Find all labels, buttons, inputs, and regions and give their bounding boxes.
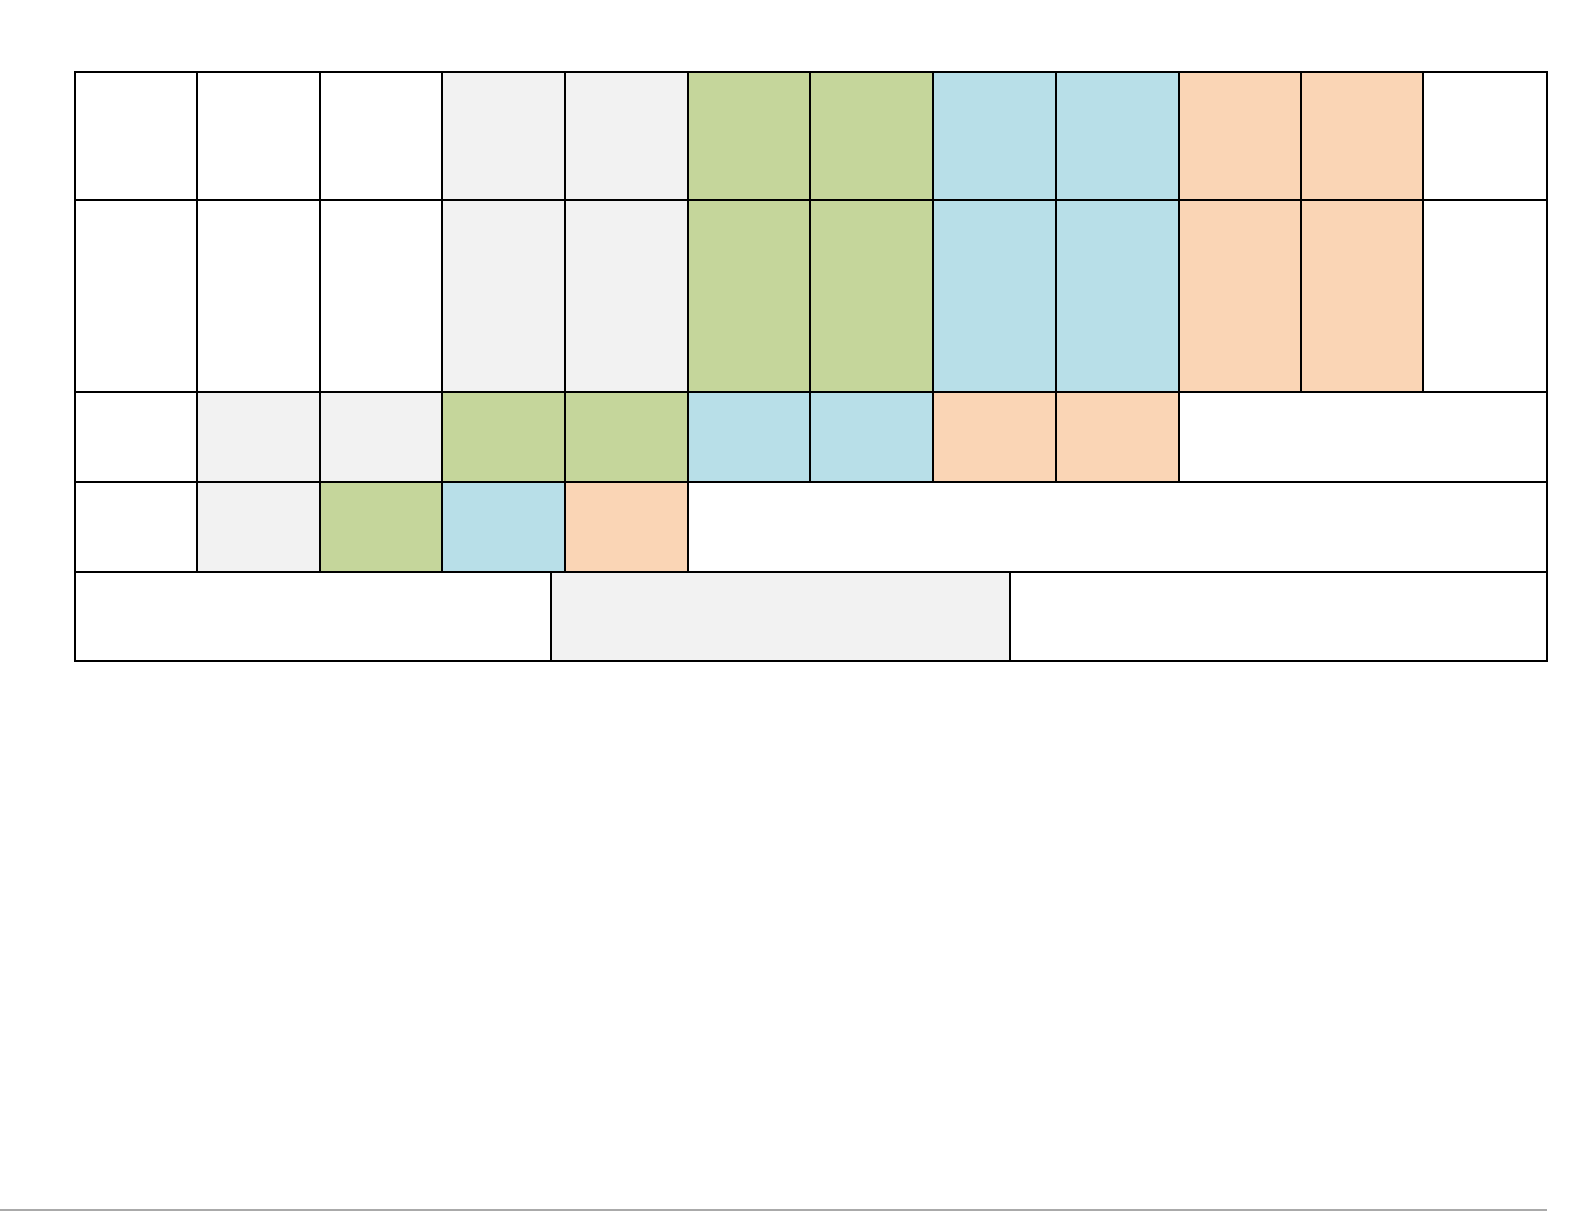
table-cell: [809, 71, 934, 201]
table-cell: [441, 481, 566, 573]
table-cell: [196, 199, 321, 393]
table-cell: [196, 391, 321, 483]
table-cell: [74, 199, 198, 393]
table-cell: [809, 199, 934, 393]
table-cell: [564, 199, 689, 393]
table-cell: [1300, 71, 1424, 201]
table-cell: [196, 481, 321, 573]
table-cell: [74, 391, 198, 483]
table-cell: [564, 71, 689, 201]
table-cell: [74, 571, 552, 662]
table-cell: [809, 391, 934, 483]
table-cell: [319, 481, 443, 573]
table-cell: [1178, 391, 1548, 483]
table-cell: [564, 481, 689, 573]
table-cell: [1178, 199, 1302, 393]
table-cell: [932, 71, 1057, 201]
table-cell: [319, 391, 443, 483]
table-cell: [1055, 391, 1180, 483]
table-cell: [1178, 71, 1302, 201]
table-cell: [1300, 199, 1424, 393]
table-cell: [74, 71, 198, 201]
table-cell: [687, 71, 811, 201]
table-cell: [1009, 571, 1548, 662]
table-cell: [1055, 199, 1180, 393]
table-cell: [687, 199, 811, 393]
table-cell: [441, 391, 566, 483]
table-cell: [687, 481, 1548, 573]
table-cell: [1422, 71, 1548, 201]
table-cell: [441, 199, 566, 393]
table-cell: [550, 571, 1011, 662]
table-cell: [564, 391, 689, 483]
table-cell: [319, 71, 443, 201]
table-cell: [687, 391, 811, 483]
table-cell: [1422, 199, 1548, 393]
table-cell: [319, 199, 443, 393]
table-cell: [74, 481, 198, 573]
table-cell: [196, 71, 321, 201]
table-cell: [1055, 71, 1180, 201]
table-cell: [932, 391, 1057, 483]
table-cell: [441, 71, 566, 201]
table-cell: [932, 199, 1057, 393]
